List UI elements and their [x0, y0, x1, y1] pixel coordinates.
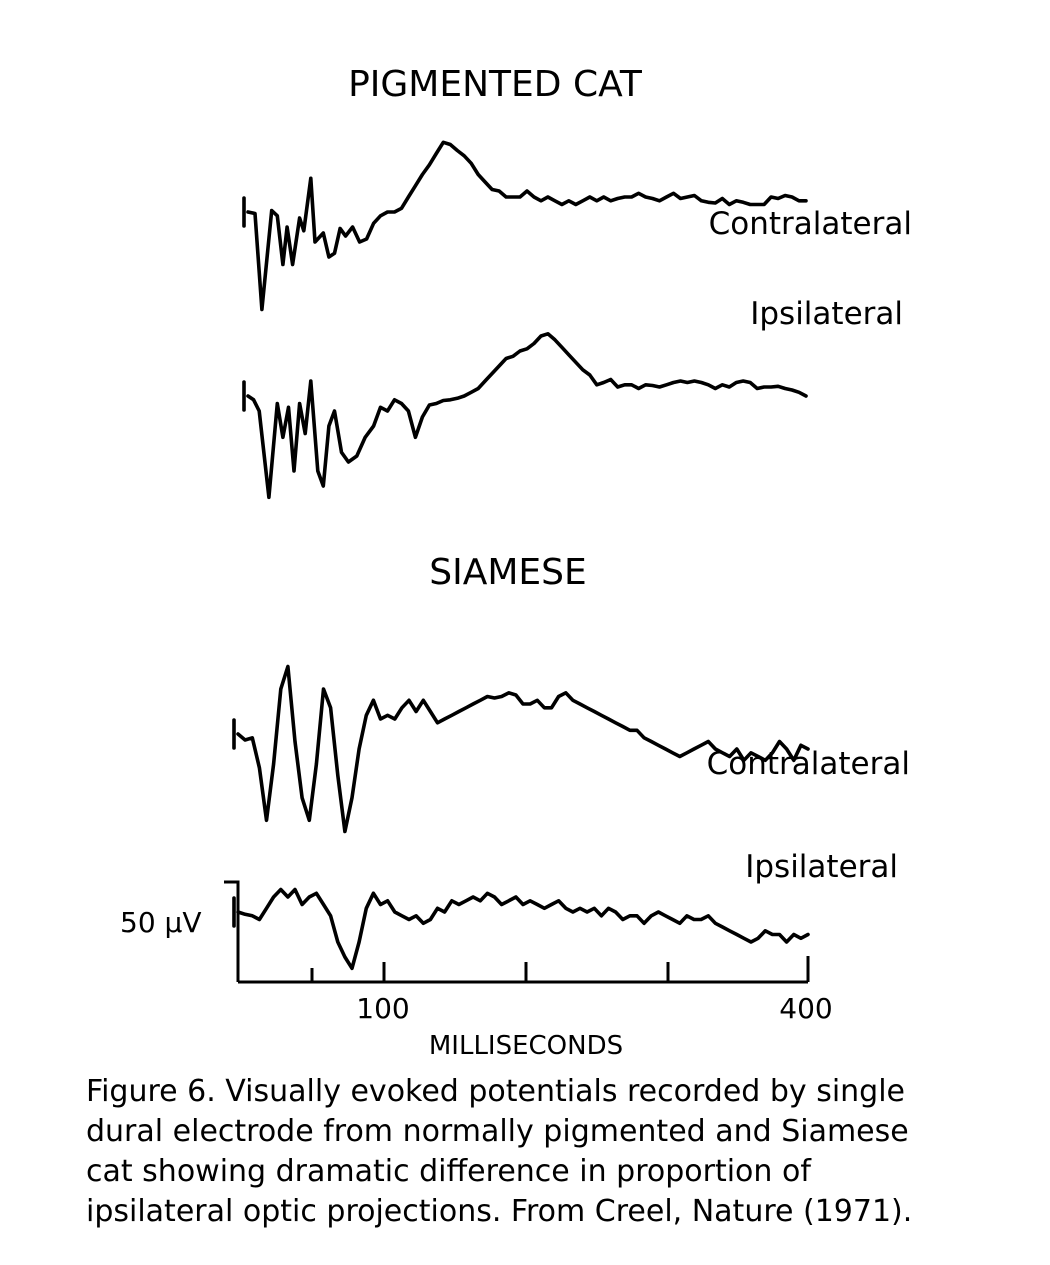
- siamese-ipsilateral-trace: [232, 887, 810, 971]
- pigmented-cat-title: PIGMENTED CAT: [348, 64, 643, 105]
- siamese-contralateral-label: Contralateral: [707, 746, 910, 782]
- x-tick-label-400: 400: [779, 992, 832, 1025]
- figure-caption: Figure 6. Visually evoked potentials rec…: [86, 1074, 913, 1229]
- siamese-contralateral-trace: [232, 664, 810, 834]
- pigmented-ipsilateral-label: Ipsilateral: [750, 296, 903, 332]
- pigmented-contralateral-label: Contralateral: [709, 206, 912, 242]
- x-axis-ticks: [310, 956, 810, 982]
- scale-bar: [224, 880, 240, 982]
- x-axis-title: MILLISECONDS: [429, 1031, 623, 1061]
- siamese-ipsilateral-label: Ipsilateral: [745, 849, 898, 885]
- scale-bar-label: 50 µV: [120, 906, 202, 939]
- siamese-title: SIAMESE: [429, 552, 587, 593]
- pigmented-contralateral-trace: [242, 140, 808, 312]
- x-tick-label-100: 100: [356, 992, 409, 1025]
- pigmented-ipsilateral-trace: [242, 332, 808, 500]
